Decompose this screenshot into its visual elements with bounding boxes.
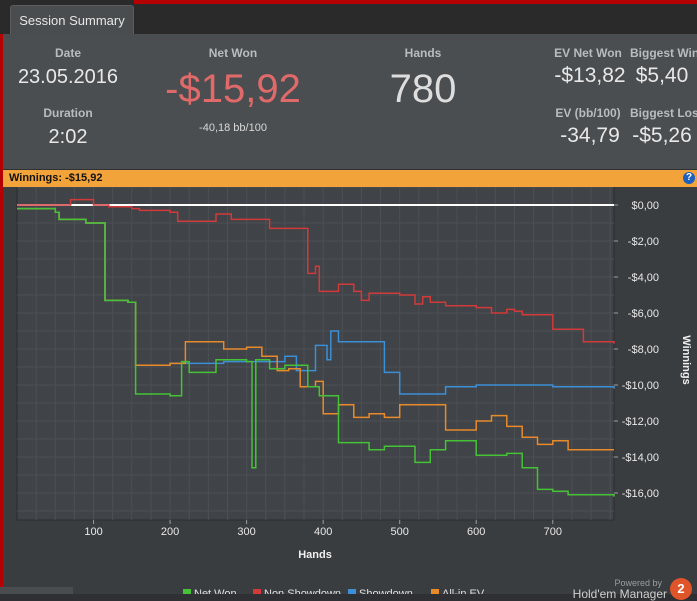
winnings-label: Winnings: (9, 172, 63, 184)
hands-label: Hands (404, 46, 442, 60)
tab-session-summary[interactable]: Session Summary (10, 5, 134, 35)
window-edge (0, 0, 3, 594)
y-tick-label: -$8,00 (628, 344, 659, 356)
grid-lines (17, 186, 614, 520)
legend-swatch-net_won (183, 589, 191, 597)
hm-logo-icon: 2 (670, 578, 692, 600)
net-won-bb100: -40,18 bb/100 (199, 122, 267, 134)
session-summary-panel: Date 23.05.2016 Duration 2:02 Net Won -$… (3, 34, 697, 169)
net-won-value: -$15,92 (165, 67, 301, 111)
ev-net-won-label: EV Net Won (554, 46, 622, 60)
legend-label-showdown: Showdown (359, 588, 413, 594)
series-lines (17, 198, 615, 497)
y-tick-label: -$2,00 (628, 236, 659, 248)
duration-value: 2:02 (48, 126, 88, 148)
y-tick-label: -$10,00 (622, 380, 659, 392)
x-axis-label: Hands (298, 549, 332, 561)
bottom-tab[interactable] (0, 587, 73, 594)
duration-label: Duration (43, 106, 93, 120)
x-tick-label: 500 (391, 526, 409, 538)
winnings-bar: Winnings: -$15,92 ? (3, 170, 697, 187)
ev-net-won-value: -$13,82 (554, 64, 626, 87)
date-label: Date (54, 46, 81, 60)
legend: Net Won Non Showdown Showdown All-in EV (183, 588, 485, 600)
winnings-chart: 100 200 300 400 500 600 700 $0,00 -$2,00 -$4,00 -… (16, 186, 692, 600)
winnings-value: -$15,92 (65, 172, 103, 184)
legend-label-net_won: Net Won (194, 588, 237, 594)
x-tick-label: 600 (467, 526, 485, 538)
biggest-loss-value: -$5,26 (632, 124, 692, 147)
powered-by-label: Powered by (614, 578, 662, 588)
date-value: 23.05.2016 (17, 66, 119, 88)
series-line-net_won (17, 207, 615, 497)
y-axis-label: Winnings (680, 335, 692, 384)
ev-bb100-value: -34,79 (560, 124, 620, 147)
brand-label: Hold'em Manager (572, 587, 667, 601)
x-axis-ticks: 100 200 300 400 500 600 700 (84, 520, 562, 538)
hands-value: 780 (389, 67, 457, 111)
x-tick-label: 700 (544, 526, 562, 538)
legend-label-allin_ev: All-in EV (442, 588, 485, 594)
x-tick-label: 200 (161, 526, 179, 538)
net-won-label: Net Won (208, 46, 258, 60)
winnings-chart-panel: 100 200 300 400 500 600 700 $0,00 -$2,00 -$4,00 -… (3, 186, 697, 600)
tab-bar: Session Summary (0, 0, 697, 35)
y-tick-label: $0,00 (631, 200, 659, 212)
legend-swatch-non_showdown (253, 589, 261, 597)
help-icon[interactable]: ? (683, 172, 695, 184)
winnings-title: Winnings: -$15,92 (9, 172, 102, 184)
x-tick-label: 100 (84, 526, 102, 538)
y-tick-label: -$14,00 (622, 452, 659, 464)
tab-bar-accent (134, 0, 697, 4)
legend-label-non_showdown: Non Showdown (264, 588, 341, 594)
y-tick-label: -$6,00 (628, 308, 659, 320)
y-tick-label: -$12,00 (622, 416, 659, 428)
series-line-non_showdown (17, 198, 615, 344)
ev-bb100-label: EV (bb/100) (555, 106, 621, 120)
x-tick-label: 300 (237, 526, 255, 538)
y-axis-ticks: $0,00 -$2,00 -$4,00 -$6,00 -$8,00 -$10,00 -$12… (614, 200, 659, 500)
biggest-win-value: $5,40 (635, 64, 689, 87)
x-tick-label: 400 (314, 526, 332, 538)
biggest-win-label: Biggest Win (630, 46, 697, 60)
legend-swatch-allin_ev (431, 589, 439, 597)
y-tick-label: -$4,00 (628, 272, 659, 284)
y-tick-label: -$16,00 (622, 488, 659, 500)
legend-swatch-showdown (348, 589, 356, 597)
biggest-loss-label: Biggest Loss (630, 106, 697, 120)
